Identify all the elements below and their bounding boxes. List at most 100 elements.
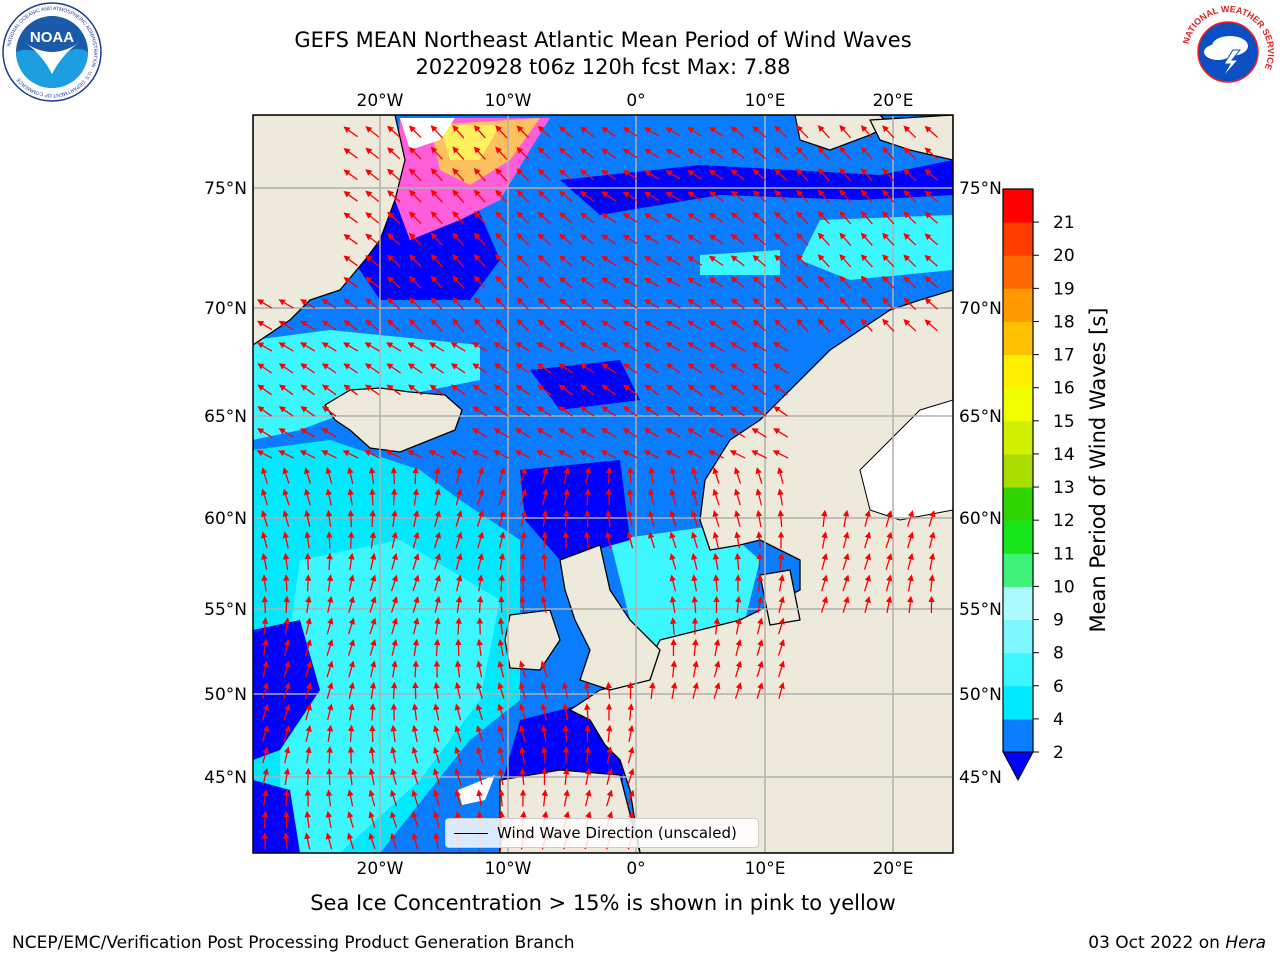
wave-direction-arrow (430, 211, 443, 225)
wave-direction-arrow (368, 832, 376, 850)
wave-direction-arrow (412, 488, 420, 506)
wave-direction-arrow (519, 467, 527, 484)
wave-direction-arrow (368, 789, 376, 807)
wave-direction-arrow (452, 254, 465, 268)
wave-direction-arrow (563, 466, 570, 484)
wave-direction-arrow (563, 789, 570, 807)
wave-direction-arrow (584, 746, 592, 764)
wave-direction-arrow (391, 531, 398, 549)
wave-direction-arrow (278, 363, 294, 374)
wave-direction-arrow (390, 488, 398, 506)
wave-direction-arrow (325, 832, 333, 850)
wave-direction-arrow (516, 275, 530, 289)
wave-direction-arrow (411, 724, 419, 742)
wave-direction-arrow (649, 681, 656, 700)
wave-direction-arrow (774, 233, 788, 246)
wave-direction-arrow (778, 552, 785, 571)
wave-direction-arrow (347, 531, 355, 549)
wave-direction-arrow (691, 510, 699, 527)
wave-direction-arrow (472, 363, 487, 374)
wave-direction-arrow (365, 298, 380, 310)
wave-direction-arrow (839, 318, 852, 332)
wave-direction-arrow (390, 574, 398, 592)
wave-direction-arrow (476, 767, 483, 785)
colorbar-tick-label: 16 (1053, 379, 1075, 399)
wave-direction-arrow (734, 488, 741, 506)
wave-direction-arrow (497, 703, 505, 721)
wave-direction-arrow (839, 297, 852, 311)
wave-direction-arrow (907, 574, 914, 592)
wave-direction-arrow (842, 531, 850, 549)
wave-direction-arrow (600, 450, 617, 459)
wave-direction-arrow (536, 428, 552, 438)
wave-direction-arrow (885, 574, 893, 592)
wave-direction-arrow (885, 510, 893, 527)
wave-direction-arrow (452, 146, 465, 160)
wave-direction-arrow (541, 467, 549, 484)
wave-direction-arrow (455, 488, 463, 506)
wave-direction-arrow (347, 488, 354, 506)
wave-direction-arrow (669, 510, 677, 527)
wave-direction-arrow (773, 406, 788, 417)
wave-direction-arrow (839, 275, 852, 289)
wave-direction-arrow (411, 832, 419, 850)
wave-direction-arrow (321, 298, 337, 309)
wave-direction-arrow (321, 320, 337, 331)
wave-direction-arrow (817, 168, 830, 182)
wave-direction-arrow (817, 146, 830, 160)
wave-direction-arrow (365, 147, 380, 160)
wave-direction-arrow (299, 342, 316, 352)
wave-direction-arrow (644, 428, 660, 438)
wave-direction-arrow (283, 682, 291, 699)
colorbar-segment (1003, 222, 1033, 256)
wave-direction-arrow (622, 428, 638, 438)
wave-direction-arrow (343, 191, 358, 202)
wave-direction-arrow (282, 832, 290, 850)
wave-direction-arrow (557, 450, 574, 459)
wave-direction-arrow (906, 510, 914, 527)
lon-tick-label-top: 20°E (873, 91, 914, 111)
wave-direction-arrow (687, 384, 702, 396)
wave-direction-arrow (304, 832, 311, 850)
wave-direction-arrow (390, 681, 398, 700)
wave-direction-arrow (903, 319, 917, 332)
wave-direction-arrow (278, 450, 294, 459)
wave-direction-arrow (369, 703, 376, 721)
wave-direction-arrow (580, 169, 595, 181)
wave-direction-arrow (882, 297, 895, 311)
wave-direction-arrow (817, 125, 830, 139)
lat-tick-label-right: 75°N (959, 179, 1002, 199)
wave-direction-arrow (579, 363, 595, 374)
wave-direction-arrow (408, 146, 422, 160)
wave-direction-arrow (256, 342, 273, 352)
colorbar-tick-label: 2 (1053, 743, 1064, 763)
wave-direction-arrow (407, 450, 423, 459)
wave-direction-arrow (903, 254, 917, 268)
wave-direction-arrow (452, 168, 465, 182)
wave-direction-arrow (428, 342, 445, 352)
wave-direction-arrow (365, 276, 380, 289)
wave-direction-arrow (778, 660, 785, 678)
wave-direction-arrow (433, 810, 440, 828)
wave-direction-arrow (558, 298, 573, 310)
wave-direction-arrow (412, 596, 420, 613)
wave-direction-arrow (326, 595, 334, 613)
wave-direction-arrow (622, 256, 638, 266)
wave-direction-arrow (516, 232, 530, 246)
wave-direction-arrow (924, 254, 938, 267)
wave-direction-arrow (433, 703, 440, 721)
wave-direction-arrow (601, 320, 617, 331)
wave-direction-arrow (729, 450, 746, 459)
wave-direction-arrow (924, 297, 938, 310)
wave-direction-arrow (817, 211, 830, 225)
wave-direction-arrow (778, 617, 785, 635)
wave-direction-arrow (796, 125, 809, 139)
wave-direction-arrow (495, 232, 508, 246)
wave-direction-arrow (601, 298, 617, 309)
wave-direction-arrow (606, 768, 613, 785)
wave-direction-arrow (774, 319, 788, 332)
wave-direction-arrow (540, 724, 548, 742)
wave-direction-arrow (665, 299, 681, 309)
wave-direction-arrow (433, 768, 441, 785)
wave-direction-arrow (434, 574, 441, 592)
